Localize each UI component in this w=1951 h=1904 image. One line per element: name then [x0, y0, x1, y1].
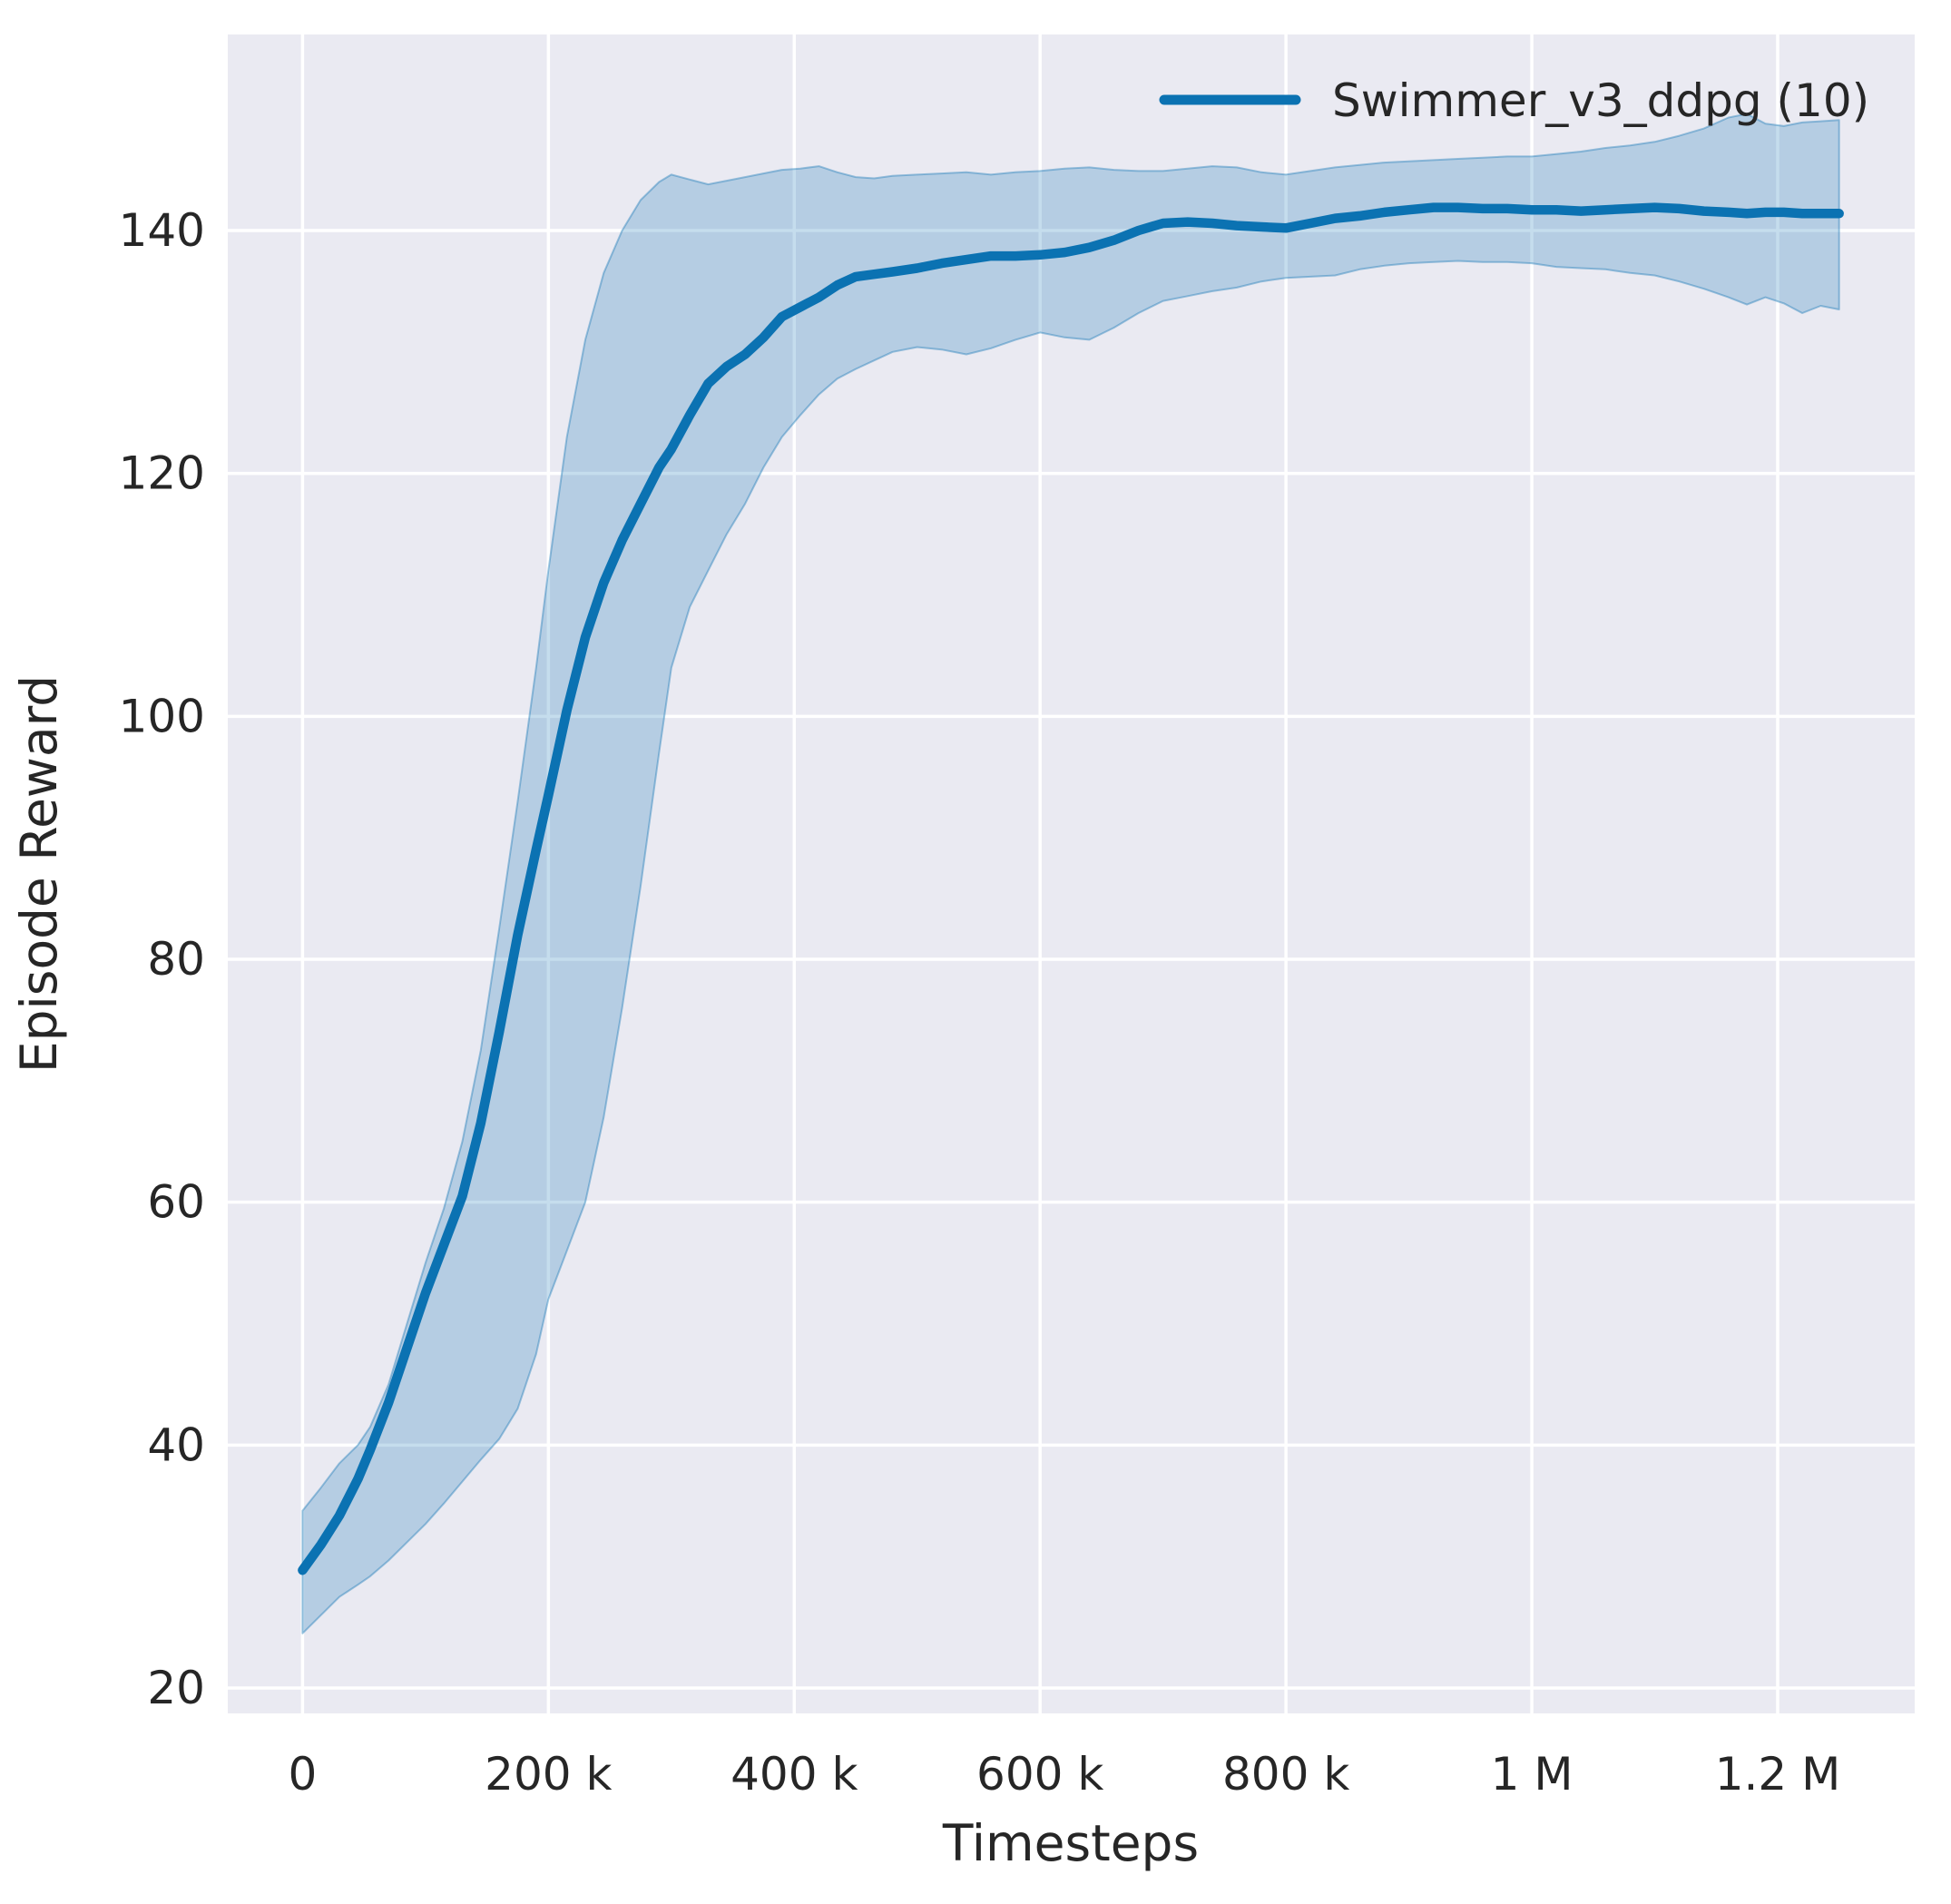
y-tick-label: 100: [119, 690, 205, 742]
mean-line: [298, 202, 1844, 1575]
x-tick-label: 1 M: [1491, 1748, 1574, 1801]
y-tick-label: 20: [147, 1662, 205, 1714]
plot-area: [228, 34, 1915, 1713]
y-tick-label: 120: [119, 447, 205, 500]
x-tick-label: 200 k: [485, 1748, 612, 1801]
legend-label: Swimmer_v3_ddpg (10): [1332, 74, 1869, 127]
series-layer: [298, 113, 1844, 1634]
tick-layer: 0 200 k 400 k 600 k 800 k 1 M 1.2 M 20 40 60 80 100…: [119, 204, 1841, 1801]
y-tick-label: 60: [147, 1176, 205, 1229]
x-tick-label: 800 k: [1222, 1748, 1349, 1801]
x-axis-label: Timesteps: [942, 1814, 1199, 1872]
confidence-band: [301, 113, 1840, 1634]
x-tick-label: 1.2 M: [1715, 1748, 1841, 1801]
y-axis-label: Episode Reward: [10, 675, 68, 1073]
legend: Swimmer_v3_ddpg (10): [1159, 74, 1869, 127]
y-tick-label: 140: [119, 204, 205, 257]
x-tick-label: 400 k: [730, 1748, 858, 1801]
y-tick-label: 40: [147, 1418, 205, 1471]
x-tick-label: 600 k: [976, 1748, 1103, 1801]
x-tick-label: 0: [288, 1748, 317, 1801]
y-tick-label: 80: [147, 933, 205, 986]
